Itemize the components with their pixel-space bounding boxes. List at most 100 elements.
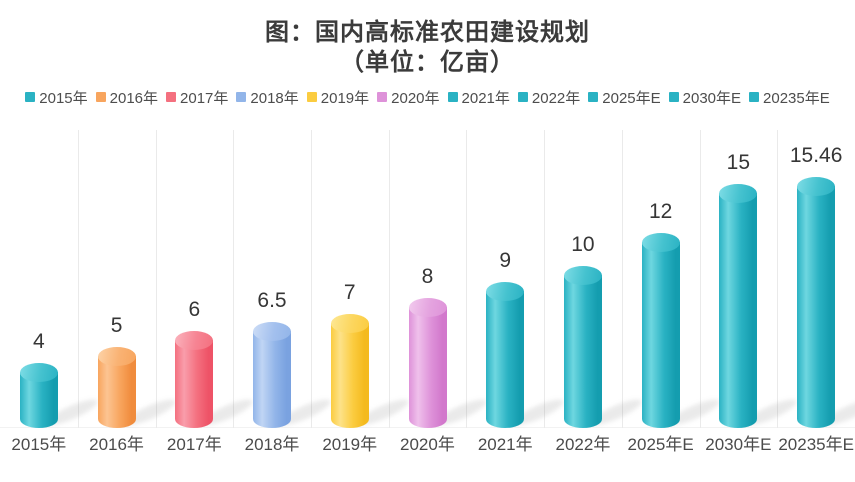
x-axis: 2015年 2016年 2017年 2018年 2019年 2020年 2021年 2022年… (0, 433, 855, 457)
legend-label: 2016年 (109, 89, 159, 107)
legend-item: 2021年 (447, 87, 510, 108)
legend-item: 2016年 (95, 87, 159, 108)
bar-cylinder-top (175, 330, 214, 350)
legend-item: 2015年 (25, 87, 88, 108)
bar-value-label: 10 (571, 232, 595, 256)
bar-value-label: 5 (110, 313, 123, 337)
gridline (621, 130, 623, 428)
legend-swatch-icon (447, 92, 458, 102)
bar-cylinder-top (408, 298, 447, 318)
legend-swatch-icon (517, 92, 528, 102)
legend-label: 2019年 (320, 89, 370, 107)
legend-item: 2025年E (588, 87, 661, 108)
bar-cylinder-top (797, 176, 836, 196)
bar-cylinder (719, 184, 758, 428)
bar-cylinder-body (408, 307, 447, 428)
x-axis-label: 2017年 (166, 435, 222, 454)
bar-value-label: 15.46 (789, 143, 843, 167)
x-axis-label: 2015年 (11, 435, 67, 454)
x-axis-label: 2021年 (477, 435, 533, 454)
chart-subtitle: （单位：亿亩） (340, 49, 515, 76)
legend-label: 2015年 (39, 89, 88, 107)
legend-label: 2021年 (461, 89, 510, 107)
bar-cylinder-top (97, 346, 136, 366)
legend-label: 20235年E (763, 89, 830, 107)
plot-area: 4 5 6 6.5 7 8 9 10 12 15 15.46 (0, 130, 855, 430)
bar-cylinder (408, 298, 447, 428)
bar-value-label: 6 (188, 297, 201, 321)
bar-cylinder-top (564, 265, 602, 285)
bar-value-label: 15 (726, 151, 751, 175)
bar-cylinder-body (564, 274, 602, 428)
gridline (77, 130, 79, 428)
x-axis-label: 2016年 (89, 435, 144, 454)
bar-cylinder-top (641, 233, 680, 253)
bar-value-label: 7 (343, 281, 356, 305)
legend-item: 20235年E (749, 87, 830, 108)
bar-cylinder-top (330, 314, 369, 334)
chart-title: 图：国内高标准农田建设规划 (265, 19, 590, 46)
gridline (155, 130, 157, 428)
gridline (233, 130, 235, 428)
legend-item: 2020年 (377, 87, 440, 108)
bar-cylinder-body (486, 290, 525, 428)
legend-label: 2018年 (250, 89, 299, 107)
bar-cylinder (641, 233, 680, 428)
gridline (777, 130, 779, 428)
bar-cylinder (486, 281, 525, 428)
gridline (310, 130, 312, 428)
bar-cylinder (253, 322, 291, 428)
legend-item: 2018年 (236, 87, 299, 108)
legend-swatch-icon (749, 92, 760, 102)
x-axis-label: 2022年 (555, 435, 611, 454)
legend-swatch-icon (25, 92, 36, 102)
legend-swatch-icon (236, 92, 247, 102)
bar-cylinder-body (330, 323, 369, 428)
legend-label: 2017年 (180, 89, 229, 107)
legend-swatch-icon (588, 92, 599, 102)
bar-value-label: 6.5 (257, 289, 287, 313)
legend-label: 2022年 (531, 89, 581, 107)
gridline (544, 130, 546, 428)
bar-cylinder-top (253, 322, 291, 342)
legend-label: 2030年E (682, 89, 742, 107)
gridline (388, 130, 390, 428)
bar-cylinder (175, 330, 214, 428)
bar-cylinder (564, 265, 602, 428)
bar-cylinder-body (641, 242, 680, 428)
x-axis-label: 2020年 (400, 435, 455, 454)
legend-label: 2020年 (391, 89, 440, 107)
bar-cylinder-top (486, 281, 525, 301)
x-axis-label: 2018年 (244, 435, 300, 454)
bar-cylinder-body (97, 355, 136, 428)
bar-cylinder-body (253, 331, 291, 428)
bar-cylinder-body (175, 339, 214, 428)
x-axis-label: 2019年 (322, 435, 378, 454)
x-axis-label: 20235年E (778, 435, 854, 454)
legend-item: 2019年 (306, 87, 370, 108)
bar-cylinder (797, 176, 836, 428)
legend-item: 2022年 (517, 87, 581, 108)
bar-cylinder (19, 363, 58, 428)
x-axis-label: 2030年E (705, 435, 772, 454)
legend-label: 2025年E (602, 89, 661, 107)
legend-swatch-icon (306, 92, 317, 102)
legend-swatch-icon (166, 92, 177, 102)
bar-value-label: 12 (648, 200, 673, 224)
bar-value-label: 4 (33, 330, 45, 353)
bar-cylinder-body (719, 193, 758, 428)
legend-item: 2030年E (668, 87, 742, 108)
legend-swatch-icon (668, 92, 679, 102)
bar-cylinder-top (19, 363, 58, 382)
bar-cylinder (97, 346, 136, 428)
legend: 2015年 2016年 2017年 2018年 2019年 2020年 2021年 2022年… (0, 87, 855, 107)
legend-swatch-icon (377, 92, 388, 102)
gridline (699, 130, 701, 428)
x-axis-label: 2025年E (627, 435, 694, 454)
bar-value-label: 8 (421, 265, 434, 289)
bar-cylinder-body (797, 185, 836, 428)
bar-value-label: 9 (499, 248, 512, 272)
legend-swatch-icon (95, 92, 106, 102)
bar-cylinder (330, 314, 369, 428)
